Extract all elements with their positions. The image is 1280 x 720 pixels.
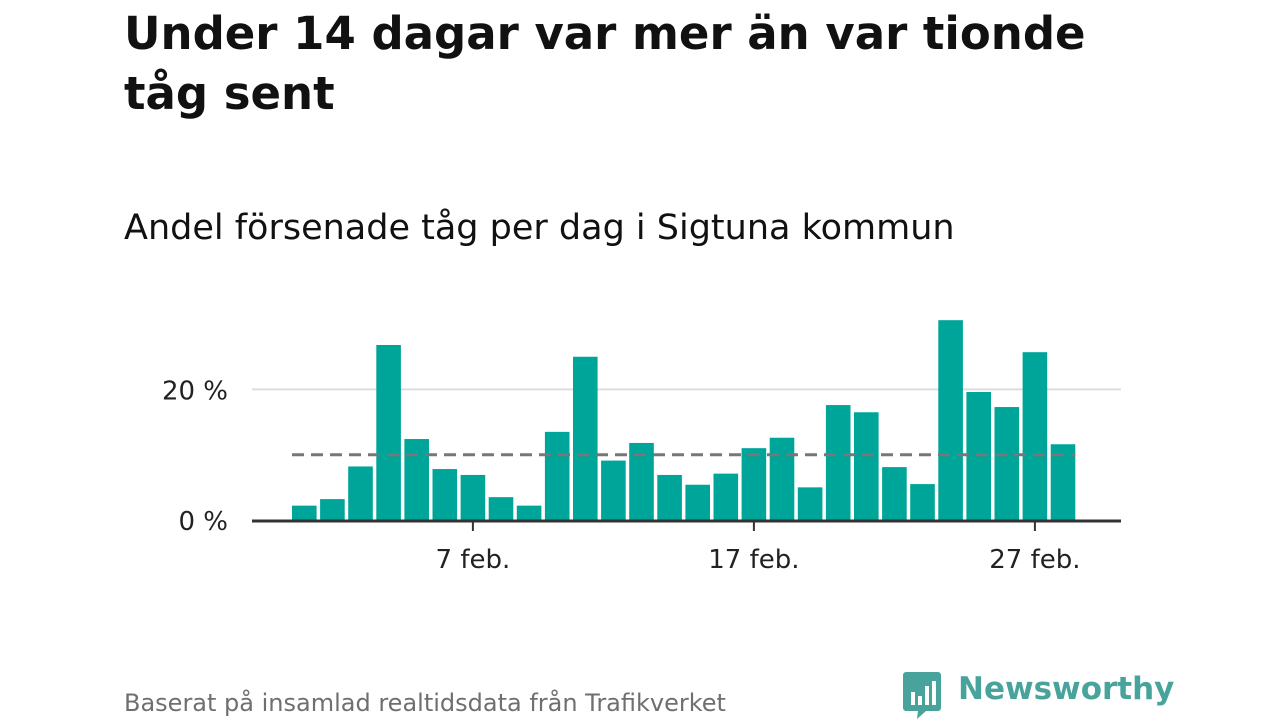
bar [404, 439, 429, 520]
newsworthy-wordmark: Newsworthy [958, 671, 1175, 707]
x-tick-label: 7 feb. [436, 545, 511, 575]
x-tick-label: 27 feb. [989, 545, 1080, 575]
bar [854, 412, 879, 520]
x-tick-label: 17 feb. [708, 545, 799, 575]
bar [994, 407, 1020, 520]
bar [320, 499, 345, 520]
axes [252, 519, 1121, 531]
bar [488, 497, 514, 520]
bar [348, 466, 373, 520]
bar [825, 405, 851, 520]
bar [713, 473, 739, 520]
bar [1022, 352, 1048, 520]
bar [516, 505, 542, 520]
y-tick-label: 0 % [178, 507, 228, 537]
tick-labels: 7 feb. 17 feb. 27 feb. 0 % 20 % [162, 376, 1081, 575]
bar [797, 487, 823, 520]
bar [938, 320, 963, 520]
bar [460, 474, 486, 520]
bar [1050, 444, 1076, 520]
bar [376, 344, 401, 520]
newsworthy-bar-chart-icon [903, 672, 941, 719]
bar [769, 437, 795, 520]
bars [292, 320, 1076, 520]
chart-subtitle: Andel försenade tåg per dag i Sigtuna ko… [124, 208, 955, 248]
bar [741, 448, 767, 520]
bar [601, 460, 626, 520]
y-tick-label: 20 % [162, 376, 228, 406]
bar [882, 467, 907, 520]
source-note: Baserat på insamlad realtidsdata från Tr… [124, 689, 726, 717]
bar [432, 469, 458, 520]
bar [544, 431, 570, 520]
chart-title: Under 14 dagar var mer än var tionde tåg… [124, 7, 1086, 120]
newsworthy-logo: Newsworthy [902, 670, 1174, 720]
bar [685, 484, 710, 520]
bar [573, 356, 598, 520]
bar [657, 474, 682, 520]
bar [910, 484, 935, 520]
bar [292, 505, 317, 520]
